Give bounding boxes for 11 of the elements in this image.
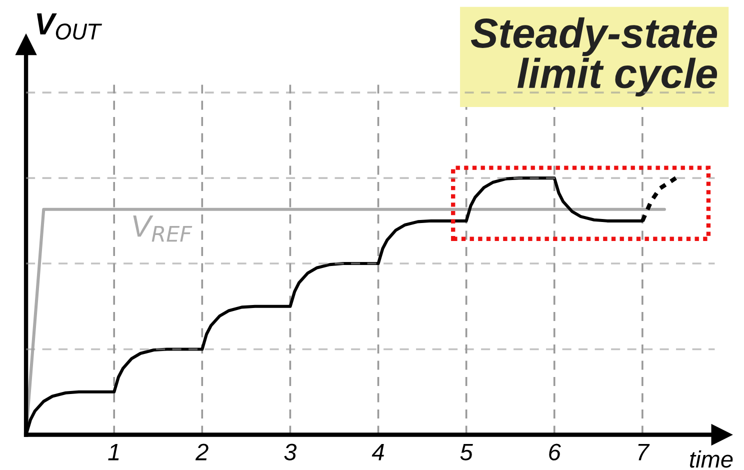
series-label: V$_{REF}$ (133, 216, 192, 242)
x-tick-label: 3 (284, 444, 297, 460)
x-tick-label: 1 (108, 444, 119, 460)
x-tick-label: 4 (372, 444, 384, 460)
x-axis-title: time (690, 450, 733, 468)
y-axis-title: V$_{OUT}$ (36, 13, 102, 40)
x-tick-label: 6 (549, 444, 561, 460)
x-tick-label: 7 (638, 444, 650, 460)
text: Steady-state limit cycle (470, 17, 718, 97)
x-tick-label: 5 (460, 444, 473, 460)
x-tick-label: 2 (195, 444, 208, 460)
